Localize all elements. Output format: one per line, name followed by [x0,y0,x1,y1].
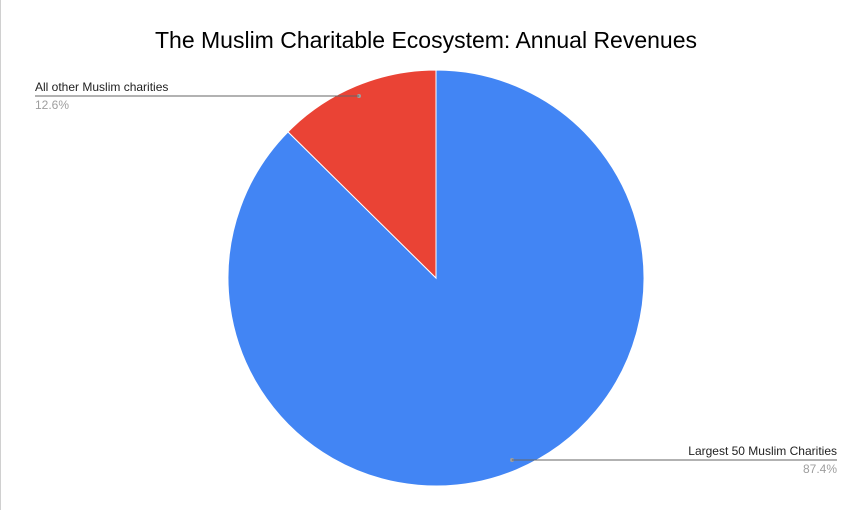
chart-title: The Muslim Charitable Ecosystem: Annual … [154,27,698,53]
slice-label-largest-50: Largest 50 Muslim Charities [688,444,837,458]
slice-value-largest-50: 87.4% [803,462,837,476]
pie-slice-other-charities [287,69,437,280]
slice-label-other-charities: All other Muslim charities [35,80,168,94]
slice-value-other-charities: 12.6% [35,98,69,112]
